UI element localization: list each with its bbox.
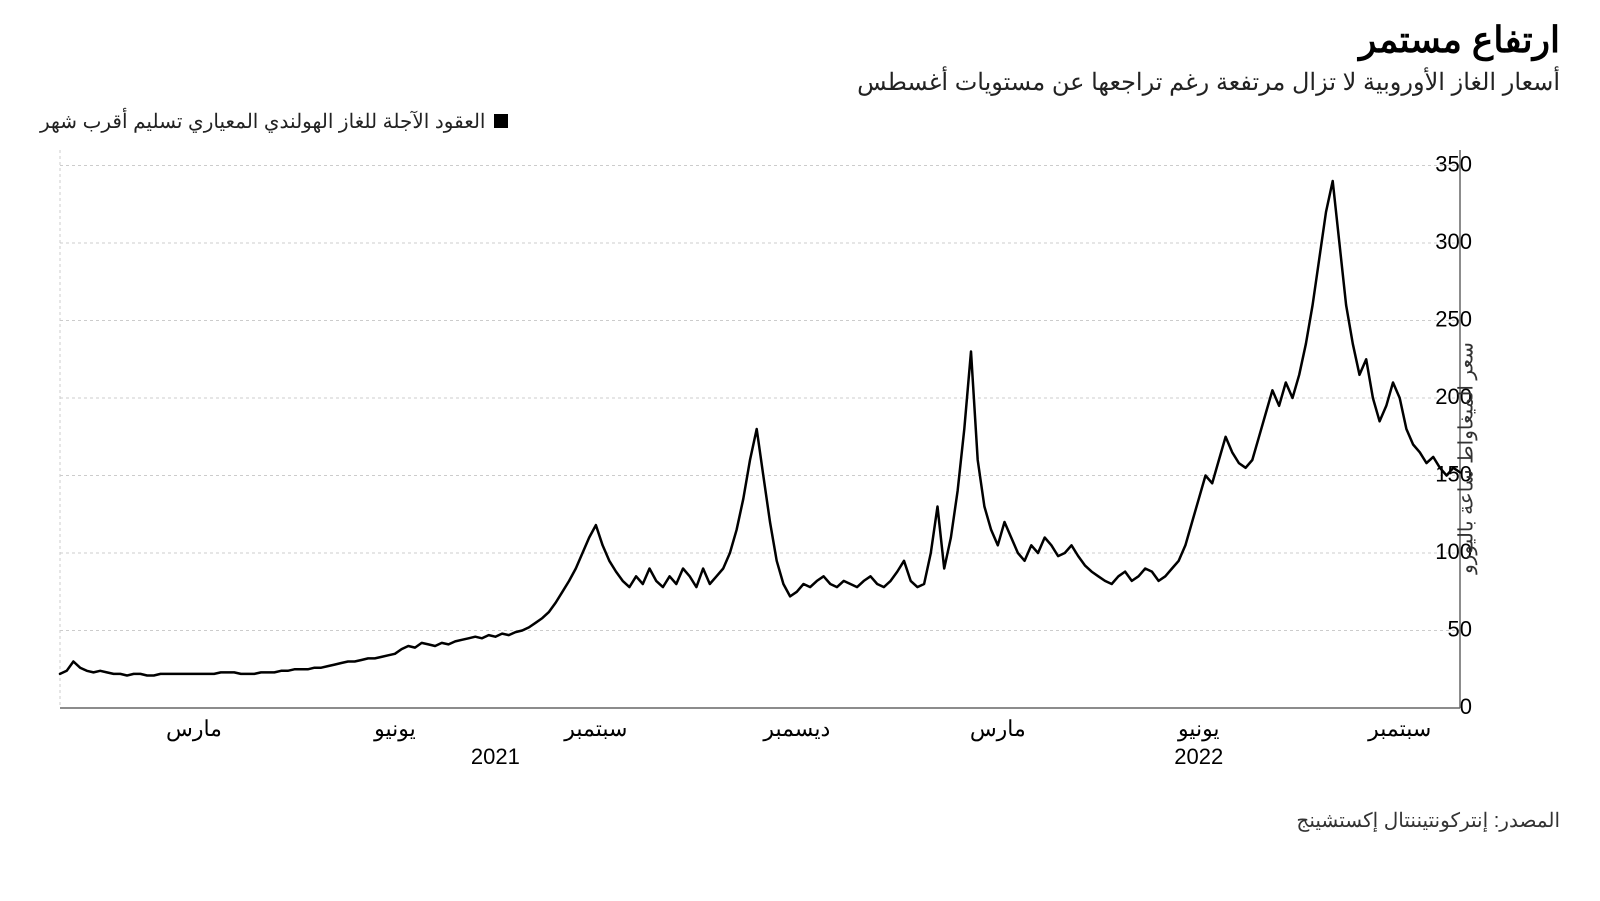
svg-text:2021: 2021 bbox=[471, 744, 520, 769]
svg-text:سبتمبر: سبتمبر bbox=[1367, 716, 1431, 742]
svg-text:يونيو: يونيو bbox=[373, 716, 416, 742]
svg-text:سبتمبر: سبتمبر bbox=[563, 716, 627, 742]
chart-svg: 050100150200250300350مارسيونيوسبتمبرديسم… bbox=[40, 138, 1560, 778]
svg-text:مارس: مارس bbox=[166, 716, 222, 742]
svg-text:2022: 2022 bbox=[1174, 744, 1223, 769]
svg-text:300: 300 bbox=[1435, 228, 1472, 253]
chart-area: 050100150200250300350مارسيونيوسبتمبرديسم… bbox=[40, 138, 1560, 778]
svg-text:0: 0 bbox=[1460, 693, 1472, 718]
svg-text:ديسمبر: ديسمبر bbox=[762, 716, 830, 742]
svg-text:مارس: مارس bbox=[970, 716, 1026, 742]
chart-subtitle: أسعار الغاز الأوروبية لا تزال مرتفعة رغم… bbox=[40, 68, 1560, 97]
chart-title: ارتفاع مستمر bbox=[40, 20, 1560, 60]
svg-text:250: 250 bbox=[1435, 306, 1472, 331]
legend: العقود الآجلة للغاز الهولندي المعياري تس… bbox=[40, 109, 1560, 134]
svg-text:350: 350 bbox=[1435, 151, 1472, 176]
chart-source: المصدر: إنتركونتيننتال إكستشينج bbox=[40, 808, 1560, 833]
legend-label: العقود الآجلة للغاز الهولندي المعياري تس… bbox=[40, 109, 486, 134]
svg-text:يونيو: يونيو bbox=[1177, 716, 1220, 742]
legend-swatch bbox=[494, 114, 508, 128]
chart-container: ارتفاع مستمر أسعار الغاز الأوروبية لا تز… bbox=[0, 0, 1600, 901]
y-axis-title: سعر الميغاواط ساعة باليورو bbox=[1454, 342, 1479, 574]
